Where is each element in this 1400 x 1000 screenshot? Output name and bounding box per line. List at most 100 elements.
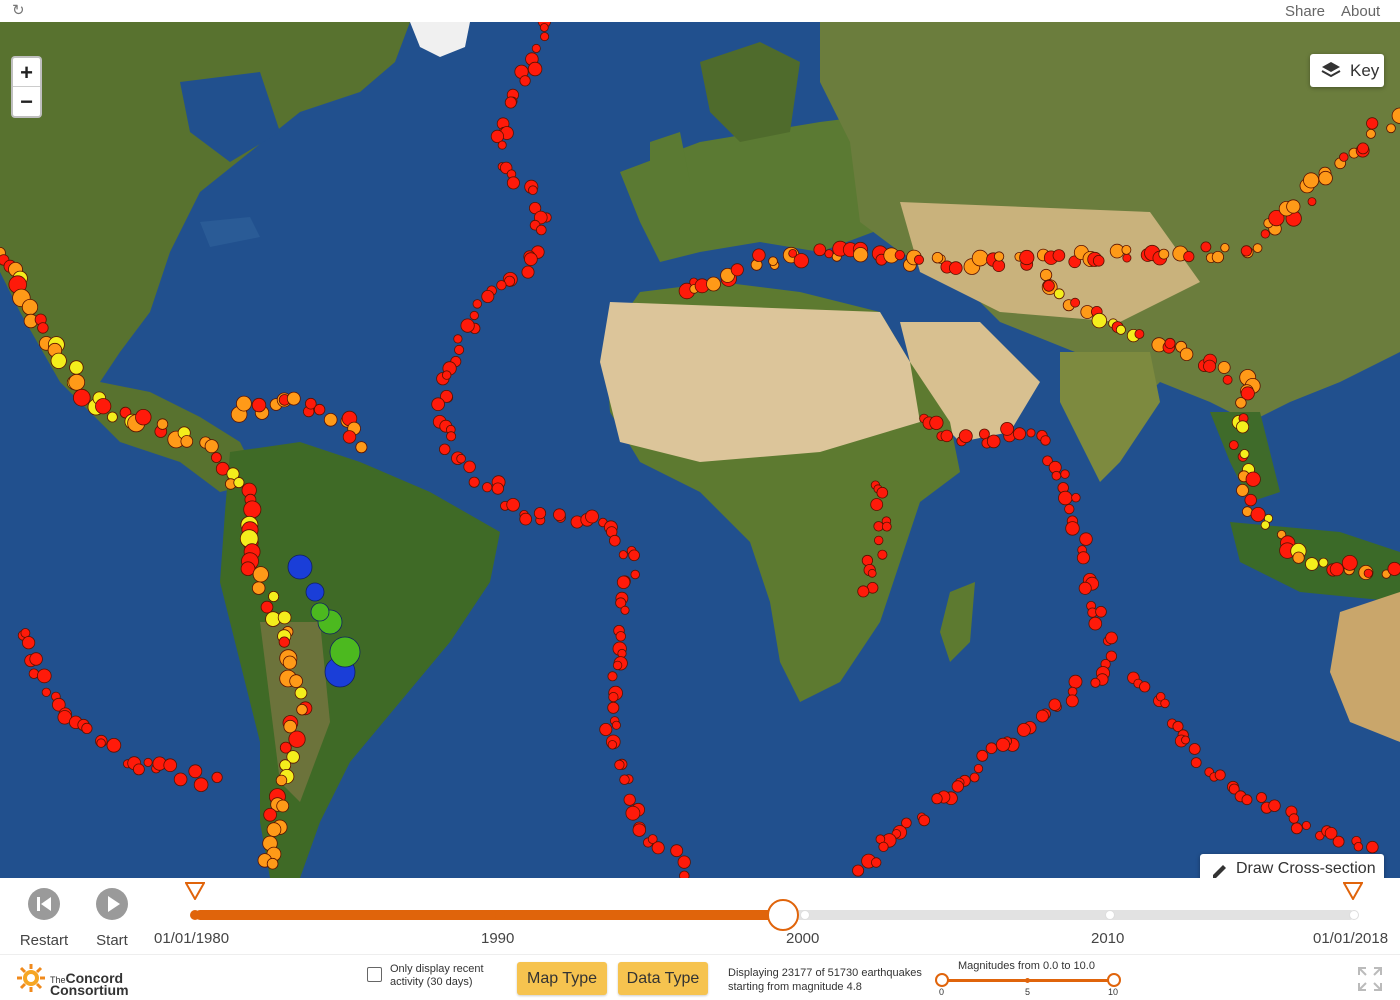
earthquake-marker[interactable]: [519, 512, 532, 526]
earthquake-marker[interactable]: [1324, 826, 1338, 840]
earthquake-marker[interactable]: [481, 289, 495, 303]
earthquake-marker[interactable]: [706, 276, 721, 292]
earthquake-marker[interactable]: [914, 254, 925, 265]
earthquake-marker[interactable]: [521, 265, 535, 279]
earthquake-marker[interactable]: [1164, 337, 1176, 349]
earthquake-marker[interactable]: [1090, 677, 1101, 688]
earthquake-marker[interactable]: [1068, 674, 1083, 689]
earthquake-marker[interactable]: [793, 253, 809, 269]
earthquake-marker[interactable]: [1318, 170, 1333, 186]
earthquake-marker[interactable]: [948, 261, 963, 275]
earthquake-marker[interactable]: [528, 185, 538, 196]
earthquake-marker[interactable]: [29, 652, 43, 666]
earthquake-marker[interactable]: [233, 477, 245, 489]
earthquake-marker[interactable]: [69, 360, 84, 375]
earthquake-marker[interactable]: [1155, 692, 1166, 702]
earthquake-marker[interactable]: [263, 807, 277, 822]
earthquake-marker[interactable]: [1122, 253, 1132, 263]
earthquake-marker[interactable]: [496, 280, 507, 291]
earthquake-marker[interactable]: [894, 250, 905, 261]
earthquake-marker[interactable]: [1188, 743, 1201, 755]
earthquake-marker[interactable]: [527, 61, 543, 77]
earthquake-marker[interactable]: [463, 460, 476, 474]
earthquake-marker[interactable]: [1387, 561, 1400, 576]
earthquake-marker[interactable]: [1228, 440, 1239, 451]
earthquake-marker[interactable]: [1244, 493, 1257, 507]
earthquake-marker[interactable]: [294, 686, 308, 700]
earthquake-marker[interactable]: [156, 418, 169, 430]
earthquake-marker[interactable]: [41, 687, 51, 697]
earthquake-marker[interactable]: [1286, 199, 1301, 214]
earthquake-marker[interactable]: [813, 243, 827, 257]
earthquake-marker[interactable]: [252, 581, 266, 595]
earthquake-marker[interactable]: [180, 435, 194, 448]
earthquake-marker[interactable]: [1240, 245, 1253, 257]
earthquake-marker[interactable]: [619, 774, 630, 785]
earthquake-marker[interactable]: [1301, 821, 1311, 831]
earthquake-marker[interactable]: [1139, 681, 1151, 693]
earthquake-marker[interactable]: [204, 439, 219, 454]
earthquake-marker[interactable]: [985, 742, 998, 754]
earthquake-marker[interactable]: [647, 834, 658, 844]
earthquake-map[interactable]: + − Key Draw Cross-section: [0, 22, 1400, 878]
earthquake-marker[interactable]: [1214, 769, 1226, 781]
earthquake-marker[interactable]: [1091, 312, 1108, 329]
earthquake-marker[interactable]: [1228, 783, 1240, 795]
earthquake-marker[interactable]: [539, 23, 549, 32]
earthquake-marker[interactable]: [1220, 243, 1230, 253]
earthquake-marker[interactable]: [1260, 520, 1270, 530]
earthquake-marker[interactable]: [973, 763, 984, 774]
earthquake-marker[interactable]: [618, 550, 628, 560]
earthquake-marker[interactable]: [1158, 248, 1170, 260]
earthquake-marker[interactable]: [1241, 794, 1253, 806]
earthquake-marker[interactable]: [1088, 616, 1103, 631]
earthquake-marker[interactable]: [1079, 532, 1093, 546]
earthquake-marker[interactable]: [1260, 229, 1270, 239]
earthquake-marker[interactable]: [173, 772, 188, 787]
earthquake-marker[interactable]: [506, 176, 520, 190]
earthquake-marker[interactable]: [1386, 123, 1396, 134]
earthquake-marker[interactable]: [268, 591, 280, 603]
earthquake-marker[interactable]: [163, 758, 178, 772]
earthquake-marker[interactable]: [1268, 210, 1285, 227]
earthquake-marker[interactable]: [1040, 268, 1053, 282]
earthquake-marker[interactable]: [519, 75, 531, 87]
earthquake-marker[interactable]: [1366, 117, 1379, 130]
magnitude-max-handle[interactable]: [1107, 973, 1121, 987]
earthquake-marker[interactable]: [472, 299, 483, 309]
earthquake-marker[interactable]: [266, 822, 282, 837]
earthquake-marker[interactable]: [1341, 555, 1358, 571]
earthquake-marker[interactable]: [446, 431, 457, 442]
earthquake-marker[interactable]: [623, 793, 636, 806]
earthquake-marker[interactable]: [931, 793, 943, 805]
earthquake-marker[interactable]: [1318, 557, 1329, 568]
earthquake-marker[interactable]: [454, 344, 465, 355]
earthquake-marker[interactable]: [1043, 279, 1055, 292]
earthquake-marker[interactable]: [971, 249, 989, 267]
earthquake-marker[interactable]: [1190, 757, 1202, 768]
earthquake-marker[interactable]: [442, 370, 452, 380]
earthquake-marker[interactable]: [289, 674, 303, 688]
earthquake-marker[interactable]: [1040, 435, 1051, 446]
earthquake-marker[interactable]: [871, 857, 882, 868]
earthquake-marker[interactable]: [304, 397, 317, 410]
earthquake-marker[interactable]: [453, 334, 463, 344]
earthquake-marker[interactable]: [143, 757, 153, 767]
earthquake-marker[interactable]: [277, 610, 292, 625]
earthquake-marker[interactable]: [940, 429, 954, 443]
earthquake-marker[interactable]: [1236, 483, 1249, 497]
earthquake-marker[interactable]: [431, 397, 445, 412]
earthquake-marker[interactable]: [611, 720, 621, 730]
earthquake-marker[interactable]: [524, 252, 538, 266]
recent-activity-checkbox[interactable]: [367, 967, 382, 982]
earthquake-marker[interactable]: [1357, 142, 1369, 155]
earthquake-marker[interactable]: [240, 561, 256, 576]
earthquake-marker[interactable]: [614, 759, 625, 771]
earthquake-marker[interactable]: [1121, 244, 1132, 255]
earthquake-marker[interactable]: [1181, 735, 1190, 745]
earthquake-marker[interactable]: [456, 453, 466, 464]
earthquake-marker[interactable]: [1303, 172, 1320, 189]
earthquake-marker[interactable]: [1252, 243, 1263, 253]
earthquake-marker[interactable]: [1305, 557, 1319, 571]
earthquake-marker[interactable]: [632, 823, 647, 837]
